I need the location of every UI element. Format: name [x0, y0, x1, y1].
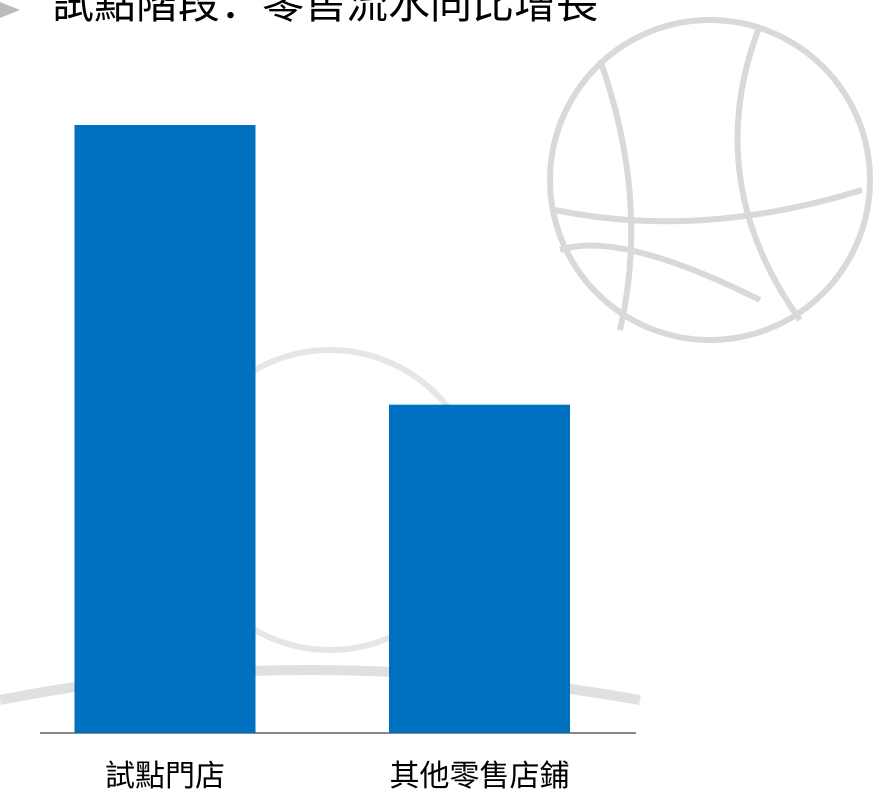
x-tick-label: 其他零售店鋪	[390, 760, 570, 793]
bar	[74, 125, 256, 733]
bar	[389, 404, 570, 733]
chart-title: 試點階段：零售流水同比增長	[52, 0, 598, 27]
decor-arrow	[0, 2, 20, 18]
x-tick-label: 試點門店	[105, 760, 225, 793]
